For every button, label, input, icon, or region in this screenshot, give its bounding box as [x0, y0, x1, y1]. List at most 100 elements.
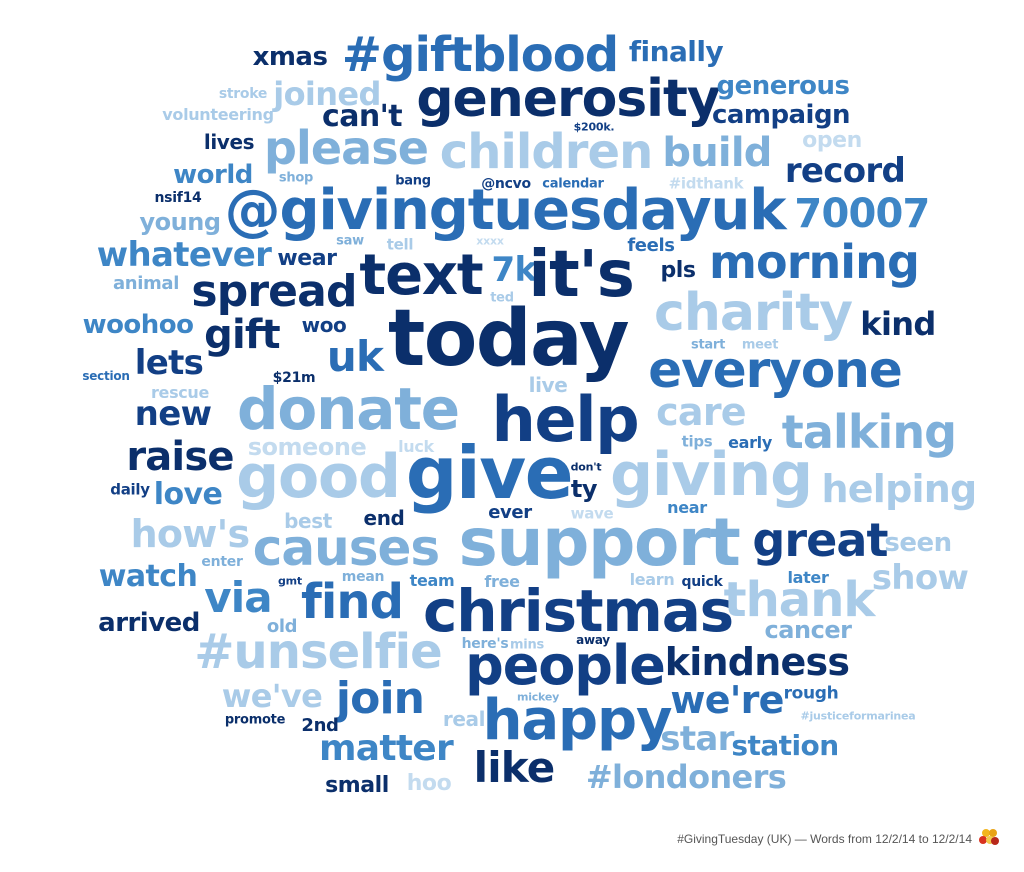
word-quick: quick	[681, 574, 723, 590]
word-children: children	[439, 124, 654, 180]
word-help: help	[491, 383, 640, 456]
word-kind: kind	[860, 305, 936, 343]
word-gift: gift	[204, 312, 280, 358]
word-great: great	[752, 513, 888, 567]
word-7k: 7k	[491, 250, 538, 290]
word-ncvo: @ncvo	[481, 176, 531, 192]
word-nsif14: nsif14	[154, 190, 202, 206]
word-enter: enter	[201, 554, 243, 570]
word-idthank: #idthank	[668, 174, 744, 193]
word-helping: helping	[821, 467, 977, 511]
word-tips: tips	[681, 432, 713, 451]
word-generosity: generosity	[416, 69, 720, 129]
word-mickey: mickey	[516, 690, 560, 704]
word-generous: generous	[716, 71, 850, 101]
word-campaign: campaign	[711, 100, 851, 130]
word-unselfie: #unselfie	[194, 624, 442, 680]
word-learn: learn	[629, 570, 675, 589]
word-mins: mins	[510, 637, 544, 653]
word-here-s: here's	[461, 636, 509, 652]
word-old: old	[266, 616, 298, 637]
word-rescue: rescue	[150, 383, 210, 402]
word-star: star	[660, 719, 734, 759]
word-givingtuesdayuk: @givingtuesdayuk	[224, 178, 787, 243]
word-build: build	[662, 130, 772, 176]
word-lives: lives	[203, 130, 255, 154]
word-shop: shop	[278, 170, 314, 186]
word-find: find	[300, 574, 404, 630]
word-volunteering: volunteering	[162, 105, 274, 124]
word-wear: wear	[277, 246, 337, 271]
word-new: new	[134, 394, 212, 434]
word-seen: seen	[884, 528, 952, 558]
word-how-s: how's	[130, 512, 250, 556]
word-station: station	[731, 729, 839, 762]
word-finally: finally	[628, 35, 724, 68]
word-mean: mean	[341, 569, 385, 585]
word-end: end	[363, 506, 405, 530]
word-cancer: cancer	[764, 616, 852, 644]
word-woo: woo	[301, 313, 347, 337]
word-hoo: hoo	[406, 771, 452, 796]
word-free: free	[484, 572, 520, 591]
word-feels: feels	[627, 235, 675, 256]
word-best: best	[284, 509, 332, 533]
word-bang: bang	[395, 173, 431, 189]
word-70007: 70007	[794, 191, 930, 237]
word-please: please	[264, 121, 429, 175]
word-uk: uk	[326, 332, 384, 381]
word-giving: giving	[610, 440, 813, 510]
word-everyone: everyone	[648, 341, 903, 399]
word-kindness: kindness	[664, 640, 850, 684]
word-daily: daily	[110, 480, 150, 499]
word-show: show	[871, 558, 969, 598]
logo-mark-icon	[979, 829, 999, 845]
caption: #GivingTuesday (UK) — Words from 12/2/14…	[677, 832, 972, 846]
word-giftblood: #giftblood	[341, 27, 619, 83]
word-xmas: xmas	[252, 42, 328, 72]
word-don-t: don't	[570, 460, 602, 474]
word-thank: thank	[723, 572, 876, 628]
word-section: section	[82, 369, 130, 383]
word-ty: ty	[570, 475, 598, 503]
word-saw: saw	[336, 233, 364, 249]
word-tell: tell	[386, 235, 414, 254]
word-talking: talking	[781, 405, 957, 459]
word-near: near	[667, 498, 707, 517]
word-text: text	[359, 243, 483, 308]
word-small: small	[325, 773, 389, 798]
word-give: give	[405, 431, 574, 515]
word-christmas: christmas	[422, 577, 734, 645]
word-later: later	[787, 568, 829, 587]
word-200k: $200k.	[573, 120, 615, 134]
word-arrived: arrived	[98, 608, 200, 638]
word-early: early	[728, 433, 772, 452]
word-matter: matter	[318, 728, 454, 769]
word-young: young	[139, 208, 221, 236]
word-open: open	[802, 128, 862, 153]
word-today: today	[388, 294, 630, 384]
word-xxxx: xxxx	[476, 234, 504, 248]
word-away: away	[576, 633, 610, 647]
word-it-s: it's	[528, 238, 634, 312]
word-meet: meet	[741, 337, 779, 353]
word-real: real	[442, 707, 486, 731]
word-morning: morning	[709, 235, 920, 289]
word-we-re: we're	[670, 678, 784, 722]
word-can-t: can't	[322, 99, 403, 134]
word-ever: ever	[488, 502, 532, 523]
word-we-ve: we've	[221, 677, 323, 715]
word-2nd: 2nd	[301, 715, 339, 736]
word-donate: donate	[237, 375, 460, 443]
word-joined: joined	[273, 75, 381, 113]
word-luck: luck	[398, 437, 434, 456]
word-lets: lets	[134, 343, 204, 383]
word-whatever: whatever	[96, 235, 272, 275]
word-spread: spread	[191, 266, 357, 317]
word-world: world	[173, 160, 253, 190]
word-someone: someone	[247, 433, 367, 461]
word-happy: happy	[482, 688, 673, 753]
word-justiceformarinea: #justiceformarinea	[800, 709, 916, 723]
word-like: like	[473, 743, 556, 792]
